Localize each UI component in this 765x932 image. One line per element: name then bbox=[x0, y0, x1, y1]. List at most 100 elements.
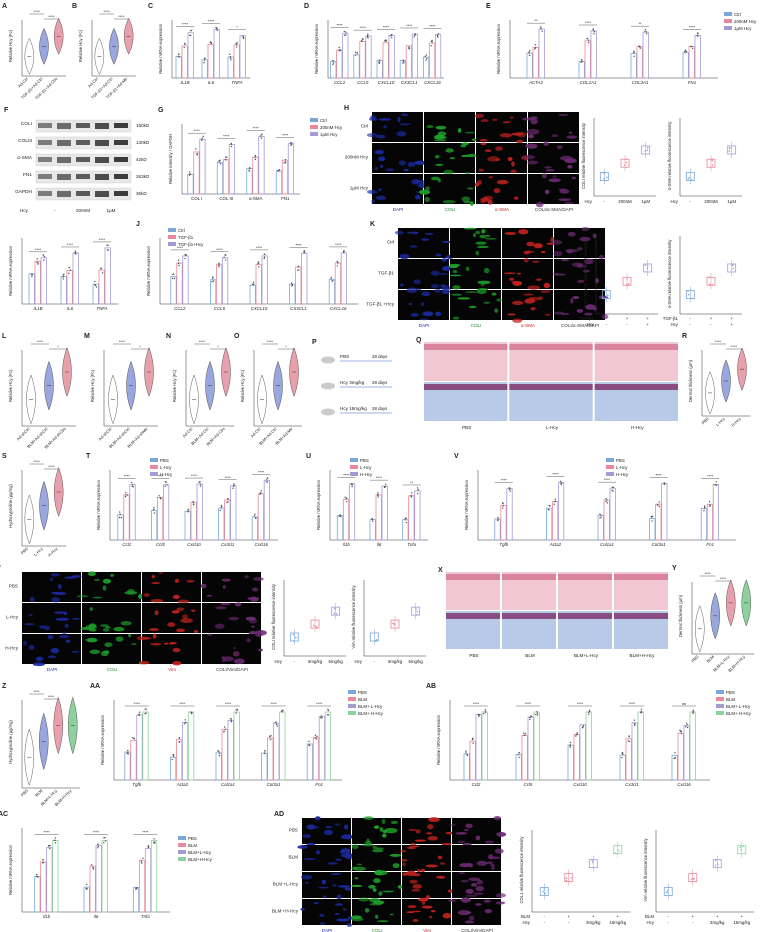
data-point bbox=[97, 843, 99, 846]
data-point bbox=[75, 253, 77, 255]
molecular-weight: 42kD bbox=[136, 157, 147, 162]
cell-signal bbox=[526, 160, 539, 165]
cell-signal bbox=[471, 138, 477, 141]
data-point bbox=[528, 54, 531, 57]
protein-band bbox=[95, 123, 109, 129]
bar bbox=[261, 752, 268, 781]
panel-letter-T: T bbox=[86, 453, 91, 460]
cell-signal bbox=[403, 169, 409, 172]
cell-signal bbox=[228, 616, 240, 621]
cell-signal bbox=[461, 196, 471, 202]
channel-label: COLI bbox=[471, 323, 482, 328]
cell-signal bbox=[221, 660, 226, 662]
data-point bbox=[195, 148, 197, 150]
x-tick-label: Ccl2 bbox=[472, 782, 481, 787]
data-point bbox=[74, 251, 76, 254]
data-point bbox=[177, 259, 180, 261]
x-tick-label: CCL2 bbox=[334, 80, 346, 85]
bar bbox=[677, 732, 684, 781]
bar bbox=[184, 510, 191, 541]
data-point bbox=[258, 266, 260, 268]
data-point bbox=[276, 725, 278, 727]
cell-signal bbox=[200, 583, 207, 589]
data-point bbox=[697, 35, 699, 38]
bar bbox=[506, 488, 513, 541]
cell-signal bbox=[358, 897, 370, 902]
cell-signal bbox=[420, 238, 430, 241]
x-tick-label: + bbox=[616, 914, 619, 919]
cell-signal bbox=[350, 884, 363, 888]
y-axis-label: Relative mRNA expression bbox=[96, 479, 101, 529]
data-point bbox=[728, 150, 731, 152]
y-axis-label: Relative Hcy (Fc) bbox=[172, 369, 177, 402]
cell-signal bbox=[71, 650, 80, 653]
cell-signal bbox=[409, 879, 418, 884]
bar bbox=[209, 279, 217, 305]
data-point bbox=[416, 487, 419, 489]
cell-signal bbox=[368, 884, 376, 889]
sig-mark: **** bbox=[267, 339, 274, 344]
bar bbox=[196, 483, 203, 541]
data-point bbox=[587, 39, 590, 41]
data-point bbox=[383, 486, 386, 489]
panel-letter-O: O bbox=[234, 333, 240, 340]
sig-mark: **** bbox=[629, 701, 636, 706]
cell-signal bbox=[50, 573, 60, 577]
cell-signal bbox=[468, 915, 475, 921]
y-axis-label: Relative Hcy (Fc) bbox=[8, 29, 13, 62]
x-tick-label: Tgfb bbox=[132, 782, 141, 787]
bar bbox=[402, 519, 409, 541]
x-row-label: Hcy bbox=[670, 199, 678, 204]
band-label: COLI bbox=[21, 121, 32, 127]
data-point bbox=[714, 859, 717, 862]
sig-mark: **** bbox=[429, 23, 436, 28]
data-point bbox=[263, 256, 266, 258]
bar bbox=[190, 501, 197, 541]
protein-band bbox=[57, 174, 71, 180]
legend-entry: BLM+H-Hcy bbox=[188, 857, 213, 862]
cell-signal bbox=[313, 902, 319, 905]
data-point bbox=[183, 46, 185, 49]
cell-signal bbox=[406, 287, 418, 293]
data-point bbox=[625, 158, 628, 161]
data-point bbox=[31, 273, 33, 275]
x-tick-label: CXCL16 bbox=[424, 80, 441, 85]
data-point bbox=[153, 838, 155, 840]
cell-signal bbox=[464, 920, 474, 924]
bar bbox=[324, 711, 332, 781]
row-label: Ctrl bbox=[361, 124, 368, 129]
legend-swatch bbox=[150, 465, 158, 469]
cell-signal bbox=[516, 131, 527, 138]
x-tick-label: 200nM bbox=[704, 199, 718, 204]
data-point bbox=[184, 43, 186, 45]
cell-signal bbox=[334, 903, 344, 906]
cell-signal bbox=[466, 153, 478, 158]
bar bbox=[558, 482, 565, 541]
cell-signal bbox=[495, 901, 506, 905]
bar bbox=[222, 159, 230, 195]
sig-mark: **** bbox=[35, 247, 42, 252]
bar bbox=[342, 33, 349, 79]
x-tick-label: Acta2 bbox=[176, 782, 189, 787]
cell-signal bbox=[408, 828, 417, 832]
band-label: FN1 bbox=[23, 172, 32, 178]
data-point bbox=[224, 728, 227, 731]
data-point bbox=[266, 478, 268, 480]
cell-signal bbox=[455, 832, 468, 835]
data-point bbox=[269, 738, 272, 741]
data-point bbox=[425, 59, 427, 61]
bar bbox=[175, 739, 183, 781]
cell-signal bbox=[598, 254, 605, 260]
cell-signal bbox=[484, 237, 498, 240]
cell-signal bbox=[461, 142, 470, 146]
cell-signal bbox=[356, 863, 363, 866]
cell-signal bbox=[222, 656, 234, 662]
cell-signal bbox=[530, 307, 536, 311]
cell-signal bbox=[451, 293, 463, 296]
data-point bbox=[501, 507, 504, 509]
data-point bbox=[62, 276, 64, 278]
data-point bbox=[690, 45, 692, 48]
data-point bbox=[209, 41, 212, 43]
data-point bbox=[212, 277, 214, 279]
